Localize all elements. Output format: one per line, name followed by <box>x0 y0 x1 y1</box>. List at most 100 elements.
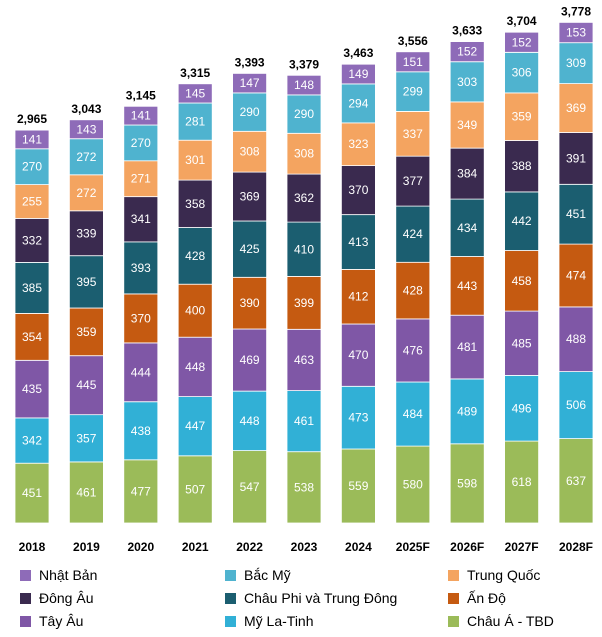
bar-segment <box>504 140 540 193</box>
segment-value-label: 362 <box>294 191 314 205</box>
segment-value-label: 354 <box>22 330 42 344</box>
bar-segment <box>395 261 431 320</box>
segment-value-label: 637 <box>566 474 586 488</box>
bar-segment <box>14 417 50 464</box>
segment-value-label: 359 <box>512 110 532 124</box>
bar-segment <box>449 147 485 200</box>
total-label: 3,704 <box>507 14 537 28</box>
segment-value-label: 143 <box>76 122 96 136</box>
bar-segment <box>177 336 213 398</box>
segment-value-label: 469 <box>240 353 260 367</box>
legend-swatch <box>225 615 236 627</box>
bar-segment <box>69 119 104 140</box>
bar-segment <box>449 443 485 524</box>
segment-value-label: 485 <box>512 336 532 350</box>
bar-segment <box>558 371 594 440</box>
bar-segment <box>14 312 50 361</box>
segment-value-label: 447 <box>185 419 205 433</box>
segment-value-label: 473 <box>348 411 368 425</box>
bar-segment <box>177 396 213 457</box>
legend-swatch <box>20 592 31 604</box>
segment-value-label: 270 <box>22 160 42 174</box>
bar-segment <box>177 139 213 181</box>
segment-value-label: 451 <box>22 486 42 500</box>
segment-value-label: 395 <box>76 275 96 289</box>
bar-segment <box>69 461 104 524</box>
legend-label: Mỹ La-Tinh <box>244 613 314 629</box>
segment-value-label: 461 <box>294 414 314 428</box>
segment-value-label: 390 <box>240 296 260 310</box>
x-tick-label: 2021 <box>182 540 209 554</box>
bar-segment <box>340 323 376 387</box>
legend-swatch <box>20 569 31 581</box>
bar-segment <box>340 268 376 325</box>
bar-segment <box>123 105 159 126</box>
segment-value-label: 598 <box>457 476 477 490</box>
total-label: 3,315 <box>180 66 210 80</box>
bar-segment <box>232 390 268 452</box>
bar-segment <box>14 148 50 186</box>
segment-value-label: 339 <box>76 226 96 240</box>
segment-value-label: 145 <box>185 86 205 100</box>
segment-value-label: 506 <box>566 398 586 412</box>
legend-swatch <box>448 592 459 604</box>
legend-item: Ấn Độ <box>448 587 506 609</box>
bar-segment <box>558 83 594 133</box>
segment-value-label: 489 <box>457 404 477 418</box>
segment-value-label: 445 <box>76 378 96 392</box>
segment-value-label: 281 <box>185 115 205 129</box>
bar-segment <box>232 92 268 132</box>
bar-segment <box>504 92 540 141</box>
segment-value-label: 349 <box>457 118 477 132</box>
segment-value-label: 369 <box>240 190 260 204</box>
segment-value-label: 309 <box>566 56 586 70</box>
bar-segment <box>177 283 213 338</box>
bar-segment <box>558 132 594 185</box>
bar-segment <box>340 165 376 216</box>
segment-value-label: 370 <box>131 311 151 325</box>
bar-segment <box>177 455 213 524</box>
x-tick-label: 2025F <box>396 540 430 554</box>
segment-value-label: 388 <box>512 159 532 173</box>
total-label: 3,043 <box>71 102 101 116</box>
segment-value-label: 271 <box>131 172 151 186</box>
segment-value-label: 428 <box>185 249 205 263</box>
legend-label: Châu Á - TBD <box>467 613 554 629</box>
segment-value-label: 290 <box>240 105 260 119</box>
bar-segment <box>504 52 540 94</box>
bar-segment <box>286 94 322 134</box>
segment-value-label: 272 <box>76 186 96 200</box>
bar-segment <box>395 445 431 524</box>
segment-value-label: 357 <box>76 431 96 445</box>
totals-layer: 2,965 3,043 3,145 3,315 3,393 3,379 3,463 3,556… <box>17 4 591 126</box>
bar-segment <box>286 328 322 391</box>
bar-segment <box>504 191 540 251</box>
segment-value-label: 425 <box>240 242 260 256</box>
legend-item: Tây Âu <box>20 610 83 632</box>
segment-value-label: 470 <box>348 348 368 362</box>
segment-value-label: 559 <box>348 479 368 493</box>
legend-item: Bắc Mỹ <box>225 564 291 586</box>
legend-label: Trung Quốc <box>467 567 541 583</box>
segment-value-label: 461 <box>76 486 96 500</box>
segment-value-label: 488 <box>566 332 586 346</box>
legend: Nhật Bản Bắc Mỹ Trung Quốc Đông Âu Châu Phi … <box>0 562 602 637</box>
segment-value-label: 538 <box>294 480 314 494</box>
segment-value-label: 451 <box>566 207 586 221</box>
bar-segment <box>69 255 104 309</box>
bar-segment <box>286 390 322 453</box>
bar-segment <box>558 183 594 245</box>
legend-label: Tây Âu <box>39 613 84 629</box>
legend-swatch <box>448 569 459 581</box>
segment-value-label: 148 <box>294 78 314 92</box>
bar-segment <box>504 310 540 376</box>
x-tick-label: 2027F <box>505 540 539 554</box>
legend-swatch <box>20 615 31 627</box>
segment-value-label: 481 <box>457 340 477 354</box>
bars-layer: 451 342 435 354 385 332 255 270 141 461 357 445 359 3… <box>14 21 594 524</box>
segment-value-label: 332 <box>22 233 42 247</box>
segment-value-label: 434 <box>457 221 477 235</box>
bar-segment <box>395 381 431 447</box>
segment-value-label: 442 <box>512 214 532 228</box>
segment-value-label: 496 <box>512 401 532 415</box>
